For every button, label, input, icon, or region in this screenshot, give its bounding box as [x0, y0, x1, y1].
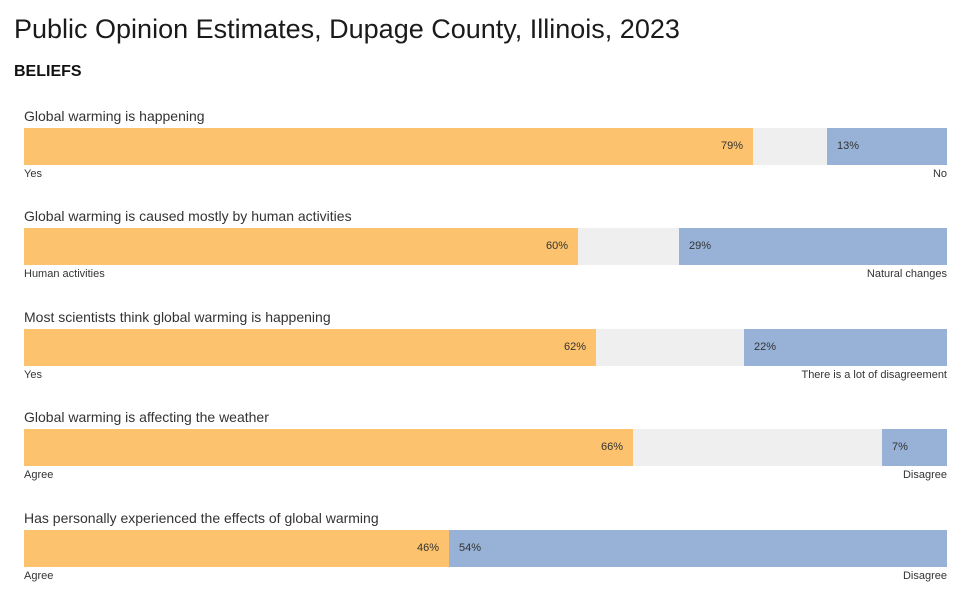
section-heading: BELIEFS	[14, 63, 82, 80]
bar-row: Global warming is caused mostly by human…	[24, 208, 947, 288]
category-label-left: Agree	[24, 570, 54, 582]
bar-row: Most scientists think global warming is …	[24, 309, 947, 389]
bar-segment-right	[827, 128, 947, 165]
question-label: Global warming is happening	[24, 108, 205, 124]
data-label-right: 7%	[892, 441, 908, 453]
data-label-left: 46%	[416, 542, 439, 554]
bar-segment-left	[24, 329, 596, 366]
bar-segment-left	[24, 228, 578, 265]
bar-segment-right	[449, 530, 947, 567]
bar-track: 60% 29%	[24, 228, 947, 265]
bar-segment-left	[24, 429, 633, 466]
data-label-left: 62%	[563, 341, 586, 353]
question-label: Global warming is affecting the weather	[24, 409, 269, 425]
bar-row: Has personally experienced the effects o…	[24, 510, 947, 590]
data-label-right: 22%	[754, 341, 777, 353]
category-label-right: There is a lot of disagreement	[801, 369, 947, 381]
bar-segment-right	[882, 429, 947, 466]
bar-track: 79% 13%	[24, 128, 947, 165]
category-label-right: Disagree	[902, 570, 947, 582]
data-label-left: 66%	[600, 441, 623, 453]
category-label-right: Disagree	[902, 469, 947, 481]
question-label: Most scientists think global warming is …	[24, 309, 331, 325]
bar-track: 62% 22%	[24, 329, 947, 366]
category-label-left: Yes	[24, 168, 42, 180]
category-label-left: Human activities	[24, 268, 105, 280]
data-label-right: 29%	[689, 240, 712, 252]
bar-segment-right	[744, 329, 947, 366]
data-label-right: 54%	[459, 542, 482, 554]
category-label-right: Natural changes	[866, 268, 947, 280]
page-title: Public Opinion Estimates, Dupage County,…	[14, 14, 680, 44]
bar-segment-left	[24, 128, 753, 165]
bar-segment-right	[679, 228, 947, 265]
category-label-left: Agree	[24, 469, 54, 481]
bar-track: 46% 54%	[24, 530, 947, 567]
data-label-left: 60%	[545, 240, 568, 252]
bar-row: Global warming is happening 79% 13% Yes No	[24, 108, 947, 188]
bar-row: Global warming is affecting the weather 6…	[24, 409, 947, 489]
bar-track: 66% 7%	[24, 429, 947, 466]
question-label: Has personally experienced the effects o…	[24, 510, 379, 526]
question-label: Global warming is caused mostly by human…	[24, 208, 352, 224]
data-label-right: 13%	[837, 140, 860, 152]
bar-segment-left	[24, 530, 449, 567]
data-label-left: 79%	[720, 140, 743, 152]
category-label-right: No	[932, 168, 947, 180]
category-label-left: Yes	[24, 369, 42, 381]
